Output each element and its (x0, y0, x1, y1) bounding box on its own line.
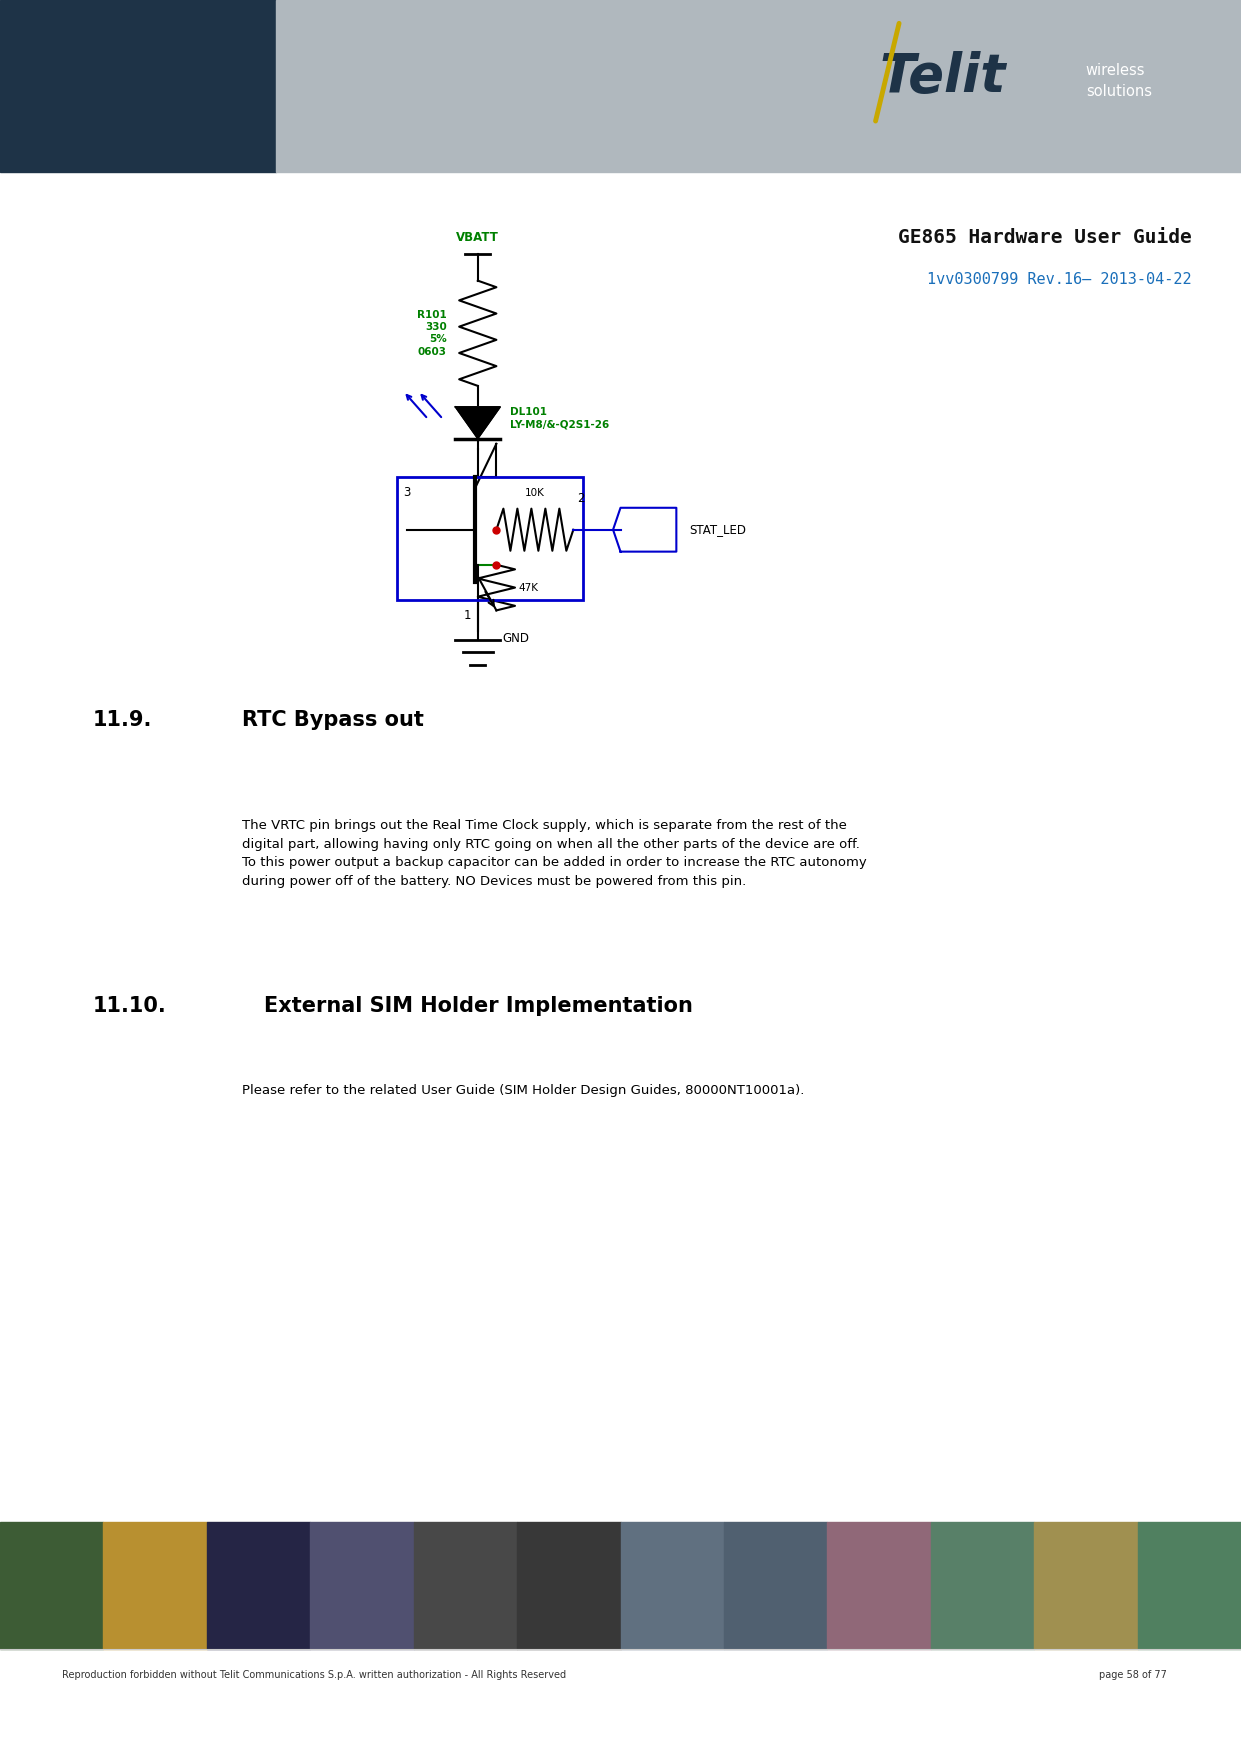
Text: DL101
LY-M8/&-Q2S1-26: DL101 LY-M8/&-Q2S1-26 (510, 407, 609, 430)
Text: External SIM Holder Implementation: External SIM Holder Implementation (264, 996, 694, 1016)
Text: 10K: 10K (525, 488, 545, 498)
Text: GE865 Hardware User Guide: GE865 Hardware User Guide (897, 228, 1191, 247)
Text: R101
330
5%
0603: R101 330 5% 0603 (417, 310, 447, 356)
Text: 1vv0300799 Rev.16– 2013-04-22: 1vv0300799 Rev.16– 2013-04-22 (927, 272, 1191, 288)
Bar (828, 1522, 931, 1649)
Bar (310, 1522, 413, 1649)
Bar (0, 0, 276, 172)
Text: GND: GND (503, 631, 530, 645)
Text: wireless
solutions: wireless solutions (1086, 63, 1152, 98)
Bar (103, 1522, 207, 1649)
Text: 2: 2 (577, 493, 585, 505)
Text: 3: 3 (403, 486, 411, 498)
Bar (413, 1522, 517, 1649)
Text: page 58 of 77: page 58 of 77 (1098, 1670, 1167, 1680)
Text: 47K: 47K (519, 582, 539, 593)
Bar (207, 1522, 310, 1649)
Text: STAT_LED: STAT_LED (689, 523, 746, 537)
Bar (620, 1522, 724, 1649)
Bar (276, 0, 1241, 172)
Bar (397, 477, 583, 600)
Bar (1138, 1522, 1241, 1649)
Text: Reproduction forbidden without Telit Communications S.p.A. written authorization: Reproduction forbidden without Telit Com… (62, 1670, 566, 1680)
Text: VBATT: VBATT (457, 232, 499, 244)
Text: 1: 1 (464, 609, 472, 621)
Text: Please refer to the related User Guide (SIM Holder Design Guides, 80000NT10001a): Please refer to the related User Guide (… (242, 1084, 804, 1096)
Polygon shape (455, 407, 500, 438)
Text: The VRTC pin brings out the Real Time Clock supply, which is separate from the r: The VRTC pin brings out the Real Time Cl… (242, 819, 866, 888)
Text: 11.10.: 11.10. (93, 996, 166, 1016)
Bar (931, 1522, 1034, 1649)
Bar (517, 1522, 620, 1649)
Text: 11.9.: 11.9. (93, 710, 153, 730)
Bar (0, 1522, 103, 1649)
Bar (724, 1522, 828, 1649)
Text: RTC Bypass out: RTC Bypass out (242, 710, 424, 730)
Bar (1034, 1522, 1138, 1649)
Text: Telit: Telit (880, 51, 1006, 103)
